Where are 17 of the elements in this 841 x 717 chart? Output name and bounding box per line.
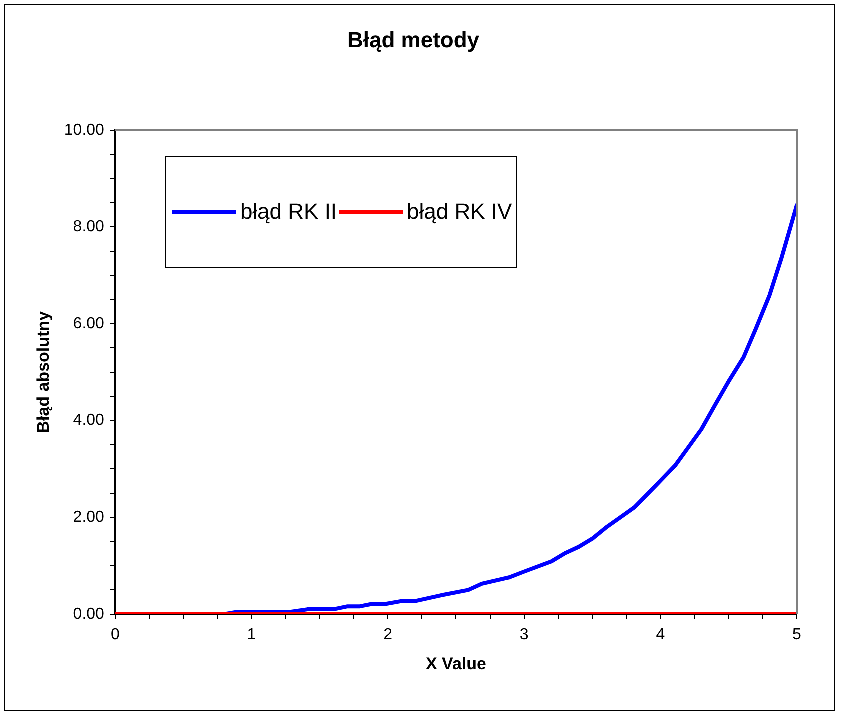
y-axis-title: Błąd absolutny — [34, 310, 53, 434]
y-tick-label: 0.00 — [73, 606, 105, 623]
y-tick-label: 4.00 — [73, 412, 105, 430]
x-tick-label: 2 — [384, 626, 393, 644]
y-tick-label: 10.00 — [64, 122, 105, 139]
x-tick-label: 5 — [792, 626, 802, 644]
x-axis-title: X Value — [426, 654, 486, 674]
y-tick-label: 2.00 — [73, 509, 105, 526]
legend-label: błąd RK IV — [407, 199, 512, 226]
y-tick-label: 8.00 — [73, 218, 105, 236]
x-tick-label: 4 — [656, 626, 666, 644]
chart-title: Błąd metody — [347, 27, 480, 52]
legend-label: błąd RK II — [240, 199, 338, 226]
x-tick-label: 3 — [520, 626, 529, 644]
x-tick-label: 0 — [110, 626, 120, 644]
y-tick-label: 6.00 — [73, 315, 105, 332]
x-tick-label: 1 — [247, 626, 256, 644]
